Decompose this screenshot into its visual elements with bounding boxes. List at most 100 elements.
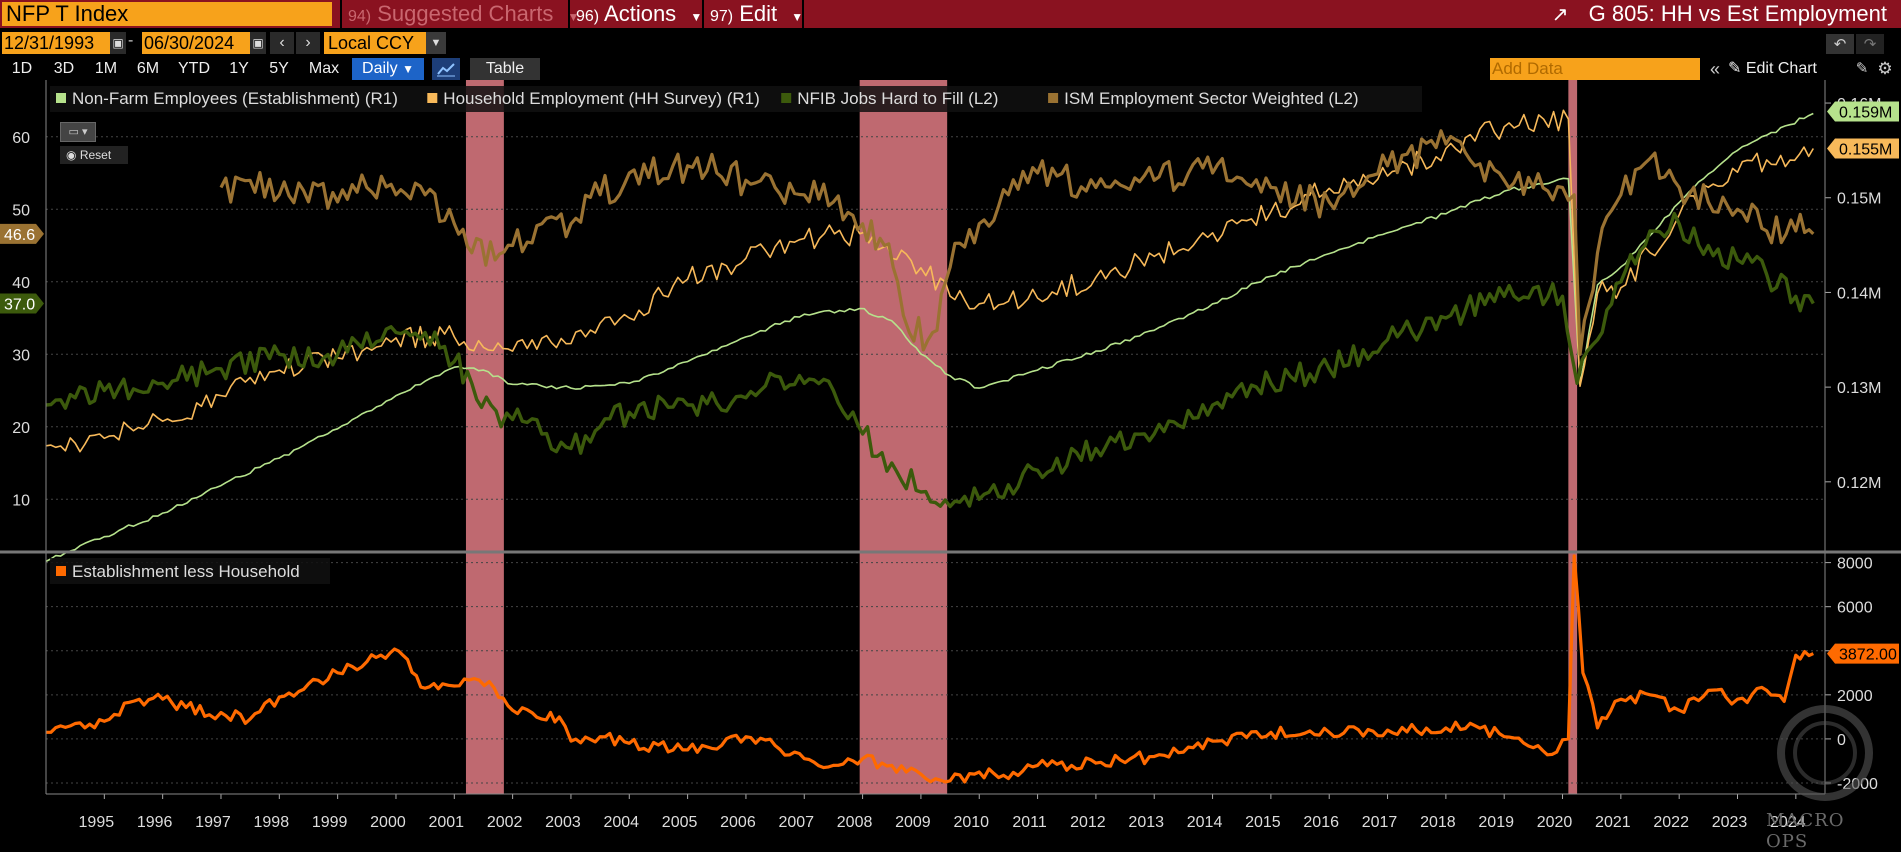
chevron-down-icon: ▼ — [402, 62, 414, 76]
legends: Non-Farm Employees (Establishment) (R1) H… — [50, 86, 1422, 584]
next-period-button[interactable]: › — [296, 32, 320, 54]
timeframe-1d[interactable]: 1D — [11, 60, 33, 77]
ticker-input[interactable]: NFP T Index — [2, 2, 332, 26]
end-date-input[interactable]: 06/30/2024 — [142, 32, 250, 54]
zoom-widget: ▭ ▾ ◉ Reset — [60, 122, 128, 164]
chart-canvas: 1995 1996 1997 1998 1999 2000 2001 2002 2003 2004… — [0, 80, 1901, 831]
right-axis-tick-label: 0.13M — [1837, 380, 1881, 397]
currency-select[interactable]: Local CCY — [324, 32, 444, 54]
x-axis-tick-label: 2015 — [1245, 814, 1281, 831]
series-line-ism — [219, 129, 1815, 356]
undo-icon[interactable]: ↶ — [1826, 34, 1854, 54]
calendar-icon[interactable]: ▣ — [250, 32, 266, 54]
lower-axis-tick-label: 0 — [1837, 732, 1846, 749]
x-axis-tick-label: 2006 — [720, 814, 756, 831]
radio-icon: ◉ — [66, 148, 77, 162]
recession-band — [1568, 80, 1578, 794]
prev-period-button[interactable]: ‹ — [270, 32, 294, 54]
left-axis-tick-label: 50 — [12, 202, 30, 219]
table-button[interactable]: Table — [470, 58, 540, 80]
edit-menu[interactable]: 97) Edit ▼ — [710, 0, 803, 28]
x-axis-tick-label: 2024 — [1770, 814, 1806, 831]
nfp-last-value-tag-text: 0.159M — [1839, 104, 1892, 121]
chart-title-text: G 805: HH vs Est Employment — [1588, 1, 1887, 26]
x-axis-tick-label: 2000 — [370, 814, 406, 831]
suggested-charts-menu[interactable]: 94) Suggested Charts ▼ — [348, 0, 579, 28]
zoom-select-icon[interactable]: ▭ ▾ — [60, 122, 96, 142]
household-last-value-tag-bg — [1827, 138, 1899, 159]
diff-last-value-tag-text: 3872.00 — [1839, 647, 1897, 664]
actions-label: Actions — [604, 1, 677, 26]
x-axis-tick-label: 2003 — [545, 814, 581, 831]
actions-menu[interactable]: 96) Actions ▼ — [576, 0, 702, 28]
edit-chart-button[interactable]: ✎ Edit Chart — [1728, 58, 1817, 80]
redo-icon[interactable]: ↷ — [1856, 34, 1884, 54]
lower-axis-tick-label: 6000 — [1837, 600, 1873, 617]
x-axis-tick-label: 2002 — [487, 814, 523, 831]
legend-label-ism: ISM Employment Sector Weighted (L2) — [1064, 89, 1358, 108]
reset-button[interactable]: ◉ Reset — [60, 146, 128, 164]
recession-band — [465, 80, 504, 794]
series-line-nfp — [45, 112, 1814, 563]
timeframe-ytd[interactable]: YTD — [178, 60, 210, 77]
x-axis-tick-label: 1996 — [137, 814, 173, 831]
lower-legend-bg — [50, 558, 330, 584]
left-axis-tick-label: 10 — [12, 492, 30, 509]
legend-swatch-ism — [1048, 93, 1059, 103]
left-axis-tick-labels: 10 20 30 40 50 60 — [12, 130, 30, 510]
x-axis-tick-label: 2016 — [1303, 814, 1339, 831]
upper-gridlines — [46, 136, 1825, 500]
x-axis-tick-label: 2009 — [895, 814, 931, 831]
date-range-row: 12/31/1993 ▣ - 06/30/2024 ▣ ‹ › Local CC… — [0, 30, 1901, 58]
timeframe-5y[interactable]: 5Y — [269, 60, 289, 77]
add-data-input[interactable]: Add Data — [1490, 58, 1700, 80]
left-axis-tick-label: 30 — [12, 347, 30, 364]
start-date-input[interactable]: 12/31/1993 — [2, 32, 110, 54]
recession-band — [859, 80, 948, 794]
chevron-down-icon[interactable]: ▼ — [426, 32, 446, 54]
x-axis-tick-label: 1999 — [312, 814, 348, 831]
double-chevron-left-icon[interactable]: « — [1709, 59, 1720, 79]
axes-frame — [0, 80, 1901, 795]
legend-label-nfib: NFIB Jobs Hard to Fill (L2) — [797, 89, 998, 108]
x-axis-tick-labels: 1995 1996 1997 1998 1999 2000 2001 2002 2003 2004… — [79, 794, 1806, 831]
external-link-icon[interactable]: ↗ — [1551, 4, 1569, 26]
gear-icon[interactable]: ⚙ — [1877, 59, 1893, 78]
series-line-household — [45, 109, 1814, 453]
ism-last-value-tag: 46.6 — [0, 223, 44, 244]
frequency-select[interactable]: Daily ▼ — [352, 58, 424, 80]
lower-gridlines — [46, 562, 1825, 784]
timeframe-6m[interactable]: 6M — [136, 60, 160, 77]
diff-last-value-tag-bg — [1827, 643, 1899, 664]
calendar-icon[interactable]: ▣ — [110, 32, 126, 54]
upper-legend-bg — [50, 86, 1422, 112]
right-axis-tick-label: 0.14M — [1837, 285, 1881, 302]
legend-swatch-nfib — [781, 93, 792, 103]
watermark-logo-icon — [1777, 705, 1873, 801]
actions-number: 96) — [576, 8, 600, 25]
x-axis-tick-label: 1997 — [195, 814, 231, 831]
x-axis-tick-label: 2001 — [428, 814, 464, 831]
timeframe-max[interactable]: Max — [308, 60, 340, 77]
chevron-down-icon: ▼ — [567, 10, 580, 24]
timeframe-1y[interactable]: 1Y — [229, 60, 249, 77]
legend-label-diff: Establishment less Household — [72, 562, 300, 581]
nfib-last-value-tag: 37.0 — [0, 293, 44, 314]
series-line-diff — [46, 554, 1814, 784]
legend-swatch-nfp — [56, 93, 66, 103]
timeframe-row: 1D 3D 1M 6M YTD 1Y 5Y Max Daily ▼ Table … — [0, 34, 1901, 80]
timeframe-3d[interactable]: 3D — [53, 60, 75, 77]
line-chart-icon[interactable] — [432, 58, 460, 80]
suggested-charts-label: Suggested Charts — [377, 1, 554, 26]
chevron-down-icon: ▼ — [690, 10, 703, 24]
last-value-tags: 0.159M 0.155M 46.6 37.0 3872.00 — [0, 101, 1899, 664]
menu-separator — [340, 0, 342, 28]
left-axis-tick-label: 40 — [12, 275, 30, 292]
nfib-last-value-tag-bg — [0, 293, 44, 314]
timeframe-1m[interactable]: 1M — [94, 60, 118, 77]
x-axis-tick-label: 2005 — [662, 814, 698, 831]
household-last-value-tag-text: 0.155M — [1839, 141, 1892, 158]
x-axis-tick-label: 2007 — [778, 814, 814, 831]
x-axis-tick-label: 2022 — [1653, 814, 1689, 831]
annotate-icon[interactable]: ✎ — [1855, 60, 1869, 77]
